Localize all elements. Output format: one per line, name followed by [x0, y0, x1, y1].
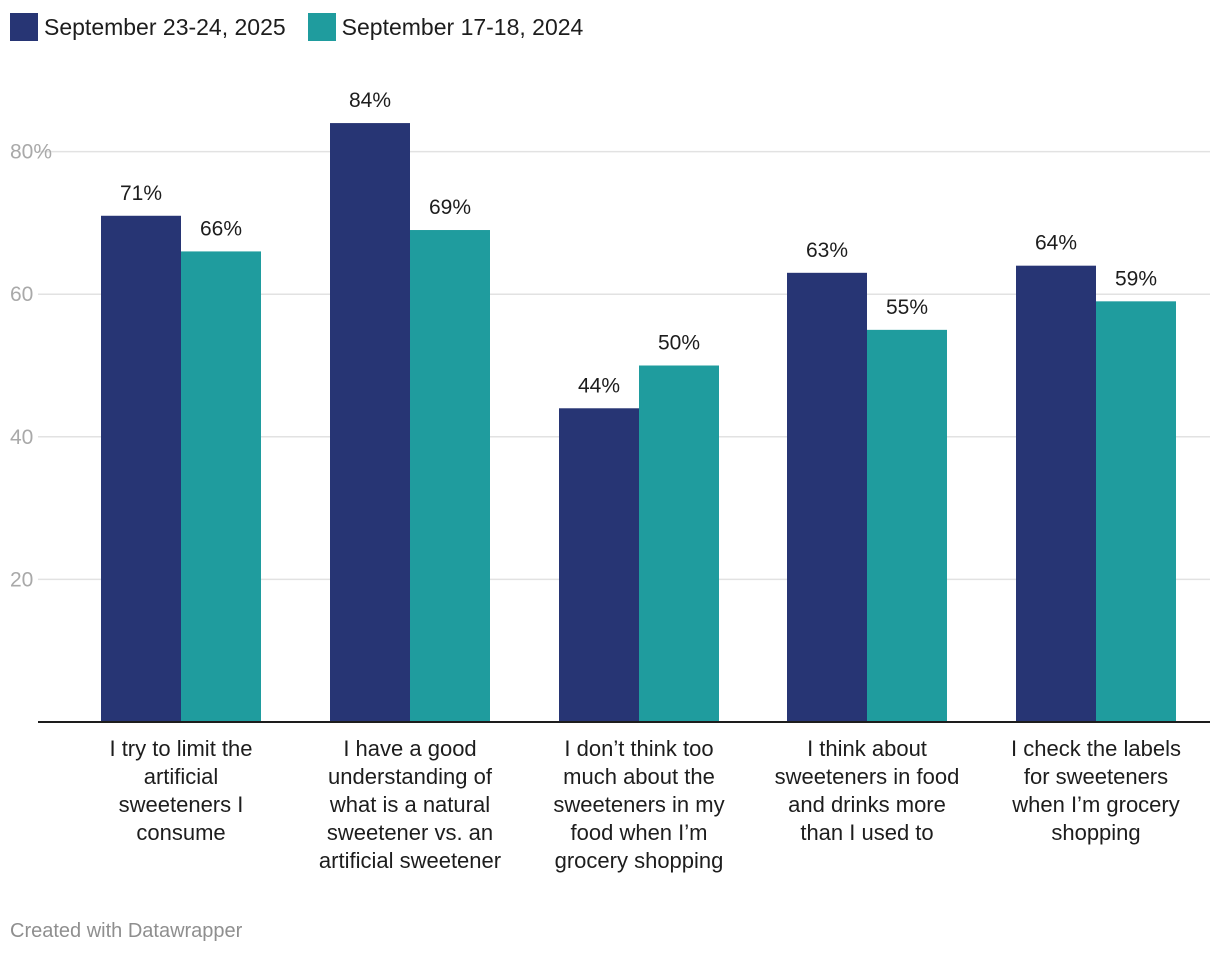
x-category-label-3: I think about sweeteners in food and drink…: [775, 736, 960, 845]
legend-item-2025: September 23-24, 2025: [10, 13, 286, 41]
data-label-2024-4: 59%: [1115, 267, 1157, 290]
x-category-label-line: food when I’m: [571, 820, 708, 845]
data-label-2025-1: 84%: [349, 89, 391, 112]
x-category-label-2: I don’t think too much about the sweetener…: [553, 736, 724, 873]
x-category-label-line: artificial sweetener: [319, 848, 501, 873]
x-category-label-line: shopping: [1051, 820, 1140, 845]
x-category-label-0: I try to limit the artificial sweeteners I…: [109, 736, 252, 845]
x-category-label-line: grocery shopping: [555, 848, 724, 873]
x-category-label-line: artificial: [144, 764, 219, 789]
legend-swatch-2025: [10, 13, 38, 41]
x-category-label-line: understanding of: [328, 764, 493, 789]
x-category-label-line: sweeteners in my: [553, 792, 724, 817]
legend-swatch-2024: [307, 13, 336, 41]
y-tick-label-40: 40: [10, 426, 33, 449]
x-category-label-line: when I’m grocery: [1011, 792, 1180, 817]
bar-2025-0: [101, 215, 181, 722]
x-category-label-4: I check the labels for sweeteners when I’m…: [1011, 736, 1181, 845]
bar-2025-4: [1016, 265, 1096, 722]
bar-2025-1: [330, 123, 410, 722]
bar-2024-2: [639, 365, 719, 722]
x-category-label-line: much about the: [563, 764, 715, 789]
x-category-label-line: I have a good: [343, 736, 476, 761]
data-label-2025-3: 63%: [806, 239, 848, 262]
bar-2024-1: [410, 230, 490, 722]
bar-2025-2: [559, 408, 639, 722]
x-category-label-line: what is a natural: [329, 792, 490, 817]
legend-label-2025: September 23-24, 2025: [44, 13, 286, 40]
y-tick-label-20: 20: [10, 568, 33, 591]
x-category-label-line: for sweeteners: [1024, 764, 1168, 789]
legend-label-2024: September 17-18, 2024: [341, 13, 584, 40]
x-category-label-line: consume: [136, 820, 225, 845]
x-category-label-line: sweetener vs. an: [327, 820, 493, 845]
data-label-2024-1: 69%: [429, 196, 471, 219]
x-category-label-line: I try to limit the: [109, 736, 252, 761]
bar-2024-3: [867, 329, 947, 722]
x-category-label-line: I check the labels: [1011, 736, 1181, 761]
y-tick-label-80: 80%: [10, 141, 52, 164]
bar-2024-4: [1096, 301, 1176, 722]
data-label-2024-0: 66%: [200, 217, 242, 240]
x-category-label-line: I don’t think too: [564, 736, 713, 761]
legend: September 23-24, 2025 September 17-18, 2…: [10, 13, 605, 41]
y-tick-label-60: 60: [10, 283, 33, 306]
legend-item-2024: September 17-18, 2024: [307, 13, 584, 41]
x-category-label-line: than I used to: [800, 820, 933, 845]
bar-chart: 20 40 60 80% 71% 84% 44% 63% 64% 66% 69% 50% 55% 59% I…: [10, 89, 1210, 873]
x-category-label-line: I think about: [807, 736, 927, 761]
data-label-2025-2: 44%: [578, 374, 620, 397]
bar-2024-0: [181, 251, 261, 723]
x-category-label-line: and drinks more: [788, 792, 946, 817]
data-label-2025-4: 64%: [1035, 232, 1077, 255]
data-label-2024-3: 55%: [886, 296, 928, 319]
footer-credit: Created with Datawrapper: [10, 920, 243, 942]
data-label-2025-0: 71%: [120, 182, 162, 205]
x-category-label-1: I have a good understanding of what is a n…: [319, 736, 501, 873]
x-category-label-line: sweeteners in food: [775, 764, 960, 789]
x-category-label-line: sweeteners I: [119, 792, 244, 817]
bar-2025-3: [787, 272, 867, 722]
data-label-2024-2: 50%: [658, 332, 700, 355]
